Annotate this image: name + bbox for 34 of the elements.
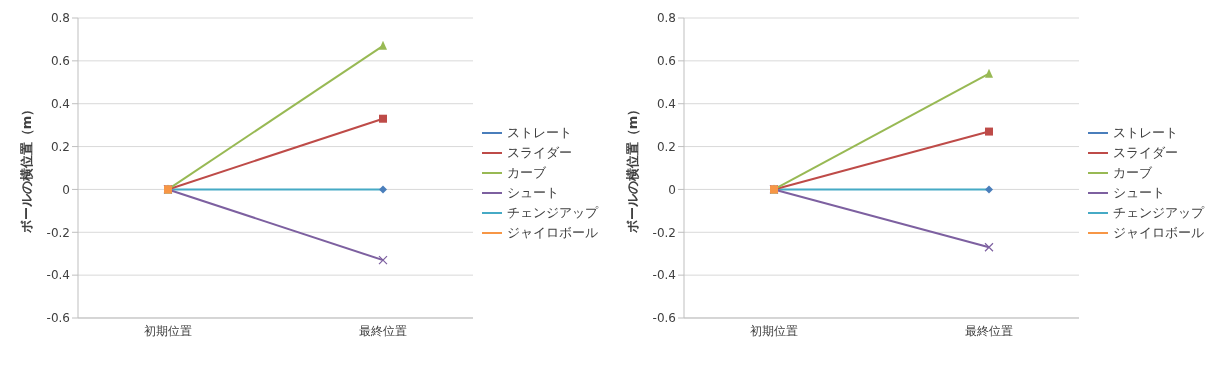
legend-label: チェンジアップ (507, 204, 598, 222)
y-axis-title: ボールの横位置（m） (624, 102, 640, 235)
y-tick-label: 0.2 (656, 139, 676, 154)
y-tick-label: 0 (62, 182, 70, 197)
legend-label: スライダー (507, 144, 572, 162)
x-tick-label: 初期位置 (750, 323, 798, 338)
legend-label: カーブ (507, 164, 546, 182)
y-axis-title: ボールの横位置（m） (18, 102, 34, 235)
x-tick-label: 初期位置 (144, 323, 192, 338)
y-tick-label: 0.2 (50, 139, 70, 154)
y-tick-label: 0.8 (656, 11, 676, 26)
legend-label: ストレート (507, 124, 572, 142)
legend-label: シュート (1113, 184, 1165, 202)
y-tick-label: 0.6 (656, 54, 676, 69)
y-tick-label: -0.4 (652, 268, 676, 283)
legend-label: スライダー (1113, 144, 1178, 162)
y-tick-label: 0.4 (656, 96, 676, 111)
x-tick-label: 最終位置 (359, 323, 407, 338)
legend-label: ジャイロボール (1113, 224, 1204, 242)
y-tick-label: 0.8 (50, 11, 70, 26)
legend-label: ジャイロボール (507, 224, 598, 242)
legend-label: カーブ (1113, 164, 1152, 182)
y-tick-label: -0.6 (652, 311, 676, 326)
x-tick-label: 最終位置 (965, 323, 1013, 338)
y-tick-label: -0.2 (46, 225, 70, 240)
y-tick-label: -0.2 (652, 225, 676, 240)
legend-label: シュート (507, 184, 559, 202)
y-tick-label: 0.4 (50, 96, 70, 111)
y-tick-label: 0.6 (50, 54, 70, 69)
legend-label: ストレート (1113, 124, 1178, 142)
y-tick-label: 0 (668, 182, 676, 197)
y-tick-label: -0.6 (46, 311, 70, 326)
y-tick-label: -0.4 (46, 268, 70, 283)
legend-label: チェンジアップ (1113, 204, 1204, 222)
